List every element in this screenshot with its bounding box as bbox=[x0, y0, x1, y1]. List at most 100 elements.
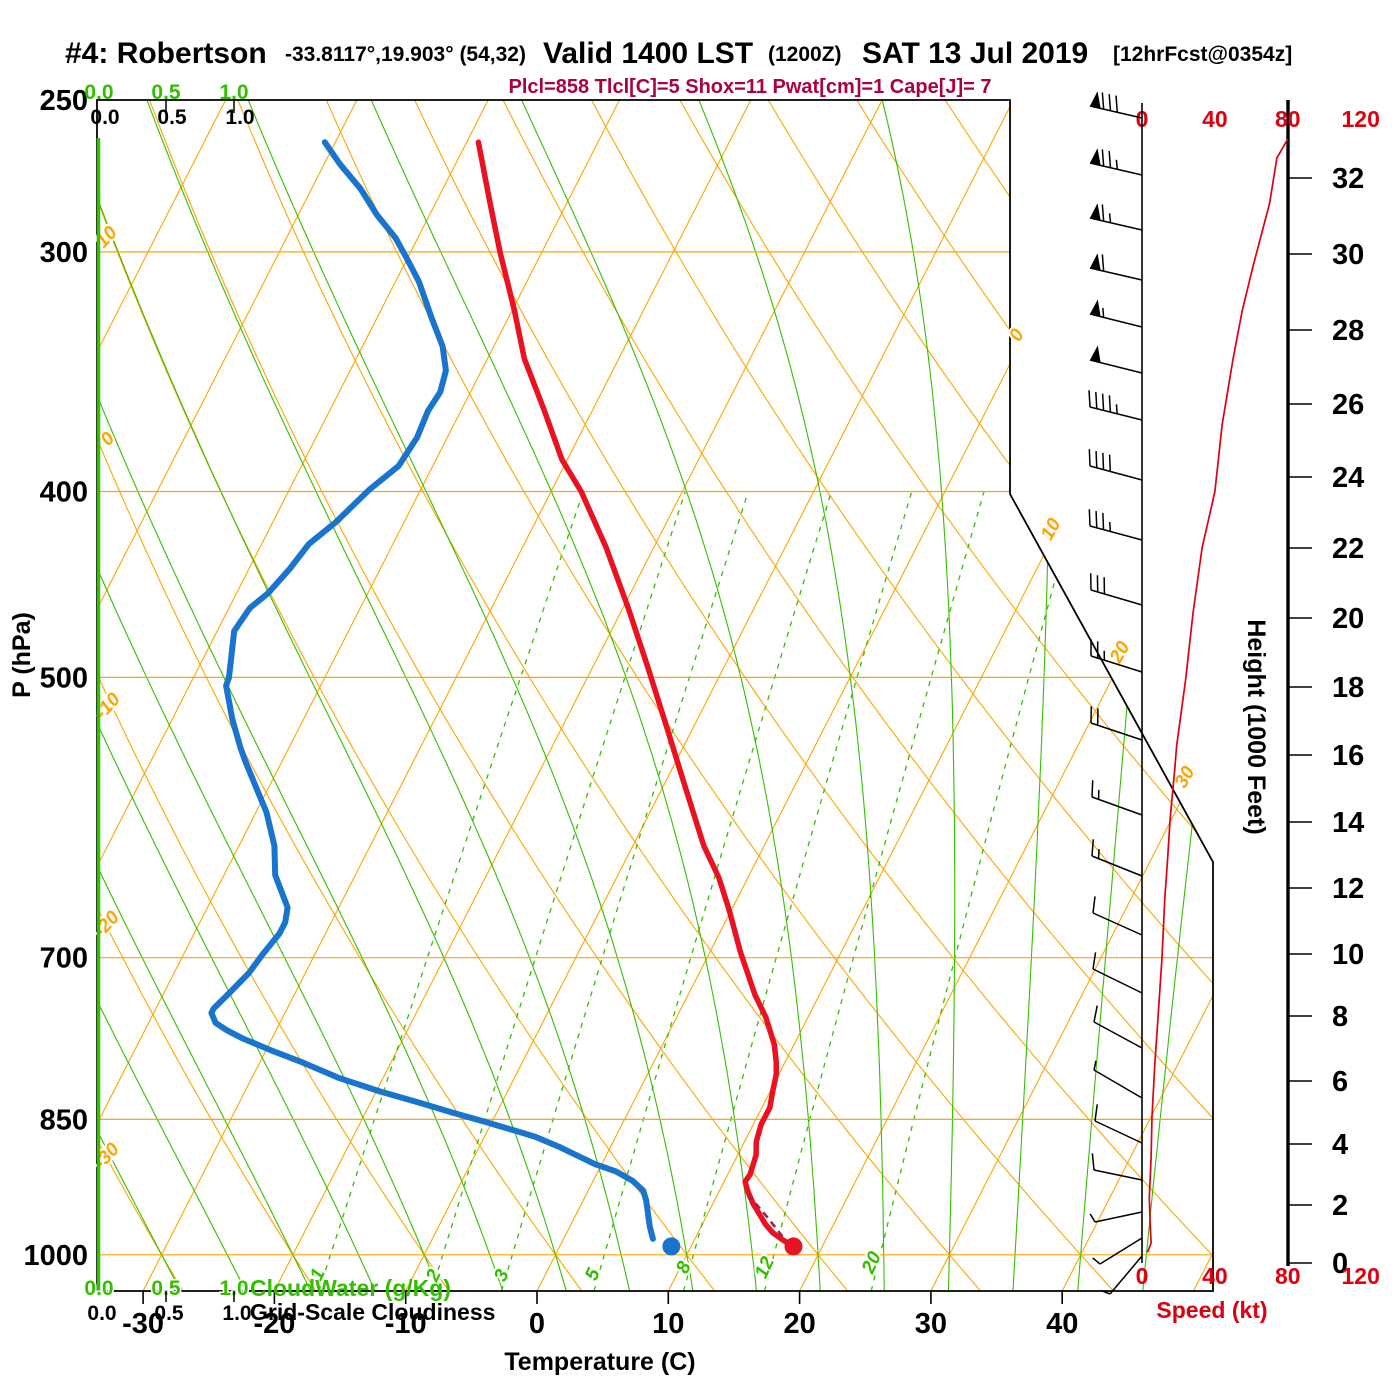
cloudiness-scale-title: Grid-Scale Cloudiness bbox=[250, 1299, 495, 1325]
temperature-tick-label: -30 bbox=[122, 1308, 164, 1340]
cloudwater-scale-title: CloudWater (g/Kg) bbox=[250, 1275, 451, 1301]
valid-time: Valid 1400 LST bbox=[543, 37, 753, 70]
wind-barb bbox=[1089, 203, 1143, 231]
cloudiness-top-label: 1.0 bbox=[225, 106, 254, 129]
wind-barb bbox=[1089, 91, 1143, 119]
wind-barb bbox=[1093, 1060, 1143, 1099]
wind-barb bbox=[1091, 839, 1143, 877]
pressure-tick-label: 1000 bbox=[23, 1240, 88, 1272]
plot-border bbox=[96, 99, 1214, 1292]
speed-axis-title: Speed (kt) bbox=[1156, 1297, 1267, 1323]
mixing-ratio-label: 3 bbox=[490, 1266, 514, 1285]
height-tick-label: 20 bbox=[1332, 603, 1364, 635]
wind-barb bbox=[1088, 390, 1143, 421]
height-tick-label: 14 bbox=[1332, 807, 1364, 839]
cloudiness-top-label: 0.5 bbox=[157, 106, 187, 129]
surface-temperature-dot bbox=[784, 1237, 803, 1256]
wind-barb bbox=[1090, 639, 1143, 673]
height-tick-label: 16 bbox=[1332, 740, 1364, 772]
temperature-tick-label: 0 bbox=[529, 1308, 545, 1340]
temperature-tick-label: -10 bbox=[385, 1308, 427, 1340]
pressure-axis: 250 300 400 500 700 850 1000 bbox=[23, 85, 88, 1272]
temperature-tick-label: 30 bbox=[915, 1308, 947, 1340]
height-tick-label: 6 bbox=[1332, 1066, 1348, 1098]
wind-barb bbox=[1088, 509, 1143, 541]
height-tick-label: 12 bbox=[1332, 873, 1364, 905]
mixing-ratio-label: 5 bbox=[581, 1265, 605, 1284]
height-tick-label: 2 bbox=[1332, 1190, 1348, 1222]
height-tick-label: 22 bbox=[1332, 533, 1364, 565]
height-tick-label: 18 bbox=[1332, 672, 1364, 704]
height-axis-title: Height (1000 Feet) bbox=[1242, 619, 1270, 834]
speed-profile bbox=[1146, 138, 1289, 1253]
temperature-axis: -30 -20 -10 0 10 20 30 40 bbox=[122, 1291, 1078, 1340]
wind-barb bbox=[1089, 299, 1143, 328]
pressure-tick-label: 300 bbox=[40, 237, 88, 269]
pressure-tick-label: 500 bbox=[40, 662, 88, 694]
temperature-tick-label: 20 bbox=[783, 1308, 815, 1340]
height-tick-label: 10 bbox=[1332, 939, 1364, 971]
isotherm-lines bbox=[97, 100, 1213, 1291]
cloudwater-bottom-label: 0.5 bbox=[151, 1277, 181, 1300]
temperature-curve bbox=[475, 139, 794, 1248]
forecast-tag: [12hrFcst@0354z] bbox=[1113, 43, 1292, 66]
pressure-tick-label: 250 bbox=[40, 85, 88, 117]
height-tick-label: 8 bbox=[1332, 1001, 1348, 1033]
stability-parameters: Plcl=858 Tlcl[C]=5 Shox=11 Pwat[cm]=1 Ca… bbox=[508, 76, 991, 98]
isotherm-label: 10 bbox=[1037, 515, 1066, 544]
station-coordinates: -33.8117°,19.903° (54,32) bbox=[285, 43, 526, 66]
temperature bbox=[475, 139, 794, 1248]
temperature-tick-label: 10 bbox=[652, 1308, 684, 1340]
pressure-tick-label: 850 bbox=[40, 1104, 88, 1136]
cloudwater-top-label: 0.5 bbox=[151, 81, 181, 104]
wind-speed-profile bbox=[1146, 138, 1289, 1253]
height-tick-label: 0 bbox=[1332, 1248, 1348, 1280]
pressure-tick-label: 700 bbox=[40, 943, 88, 975]
height-tick-label: 26 bbox=[1332, 389, 1364, 421]
speed-tick-label: 40 bbox=[1202, 106, 1228, 132]
speed-tick-label: 80 bbox=[1275, 106, 1301, 132]
temperature-axis-title: Temperature (C) bbox=[504, 1348, 695, 1376]
mixing-ratio-label: 20 bbox=[858, 1248, 887, 1277]
wind-barb bbox=[1088, 449, 1143, 481]
speed-axis: 0 0 40 40 80 80 120 120 bbox=[1136, 106, 1380, 1289]
isotherm-label: 0 bbox=[1005, 325, 1029, 345]
height-tick-label: 28 bbox=[1332, 315, 1364, 347]
station-title: #4: Robertson bbox=[65, 37, 267, 70]
dewpoint bbox=[208, 139, 656, 1242]
valid-date: SAT 13 Jul 2019 bbox=[862, 37, 1088, 70]
cloudwater-top-label: 0.0 bbox=[84, 81, 113, 104]
height-tick-label: 24 bbox=[1332, 462, 1364, 494]
isotherm-label: -10 bbox=[91, 689, 125, 724]
wind-barb bbox=[1093, 1005, 1143, 1049]
height-tick-label: 30 bbox=[1332, 239, 1364, 271]
zulu-time: (1200Z) bbox=[768, 43, 842, 66]
height-tick-label: 4 bbox=[1332, 1129, 1348, 1161]
wind-barb bbox=[1100, 1255, 1143, 1295]
isotherm-label: -30 bbox=[90, 1139, 124, 1174]
moist-adiabat-lines bbox=[97, 100, 1213, 1291]
background-grid bbox=[97, 100, 1213, 1291]
wind-barb bbox=[1089, 1211, 1143, 1223]
wind-barb bbox=[1090, 706, 1143, 741]
pressure-axis-title: P (hPa) bbox=[8, 612, 36, 698]
wind-barb bbox=[1092, 896, 1143, 936]
mixing-ratio-lines bbox=[318, 491, 1080, 1291]
surface-dewpoint-dot bbox=[662, 1237, 681, 1256]
speed-tick-label: 80 bbox=[1275, 1263, 1301, 1289]
temperature-tick-label: -20 bbox=[253, 1308, 295, 1340]
temperature-tick-label: 40 bbox=[1046, 1308, 1078, 1340]
cloudiness-bottom-label: 0.0 bbox=[87, 1302, 116, 1325]
speed-tick-label: 120 bbox=[1342, 106, 1380, 132]
wind-barb bbox=[1089, 253, 1143, 281]
wind-barb bbox=[1092, 952, 1143, 994]
height-tick-label: 32 bbox=[1332, 163, 1364, 195]
wind-barb bbox=[1091, 780, 1143, 816]
speed-tick-label: 120 bbox=[1342, 1263, 1380, 1289]
wind-barb bbox=[1089, 345, 1143, 374]
isotherm-label: 20 bbox=[1105, 638, 1134, 668]
